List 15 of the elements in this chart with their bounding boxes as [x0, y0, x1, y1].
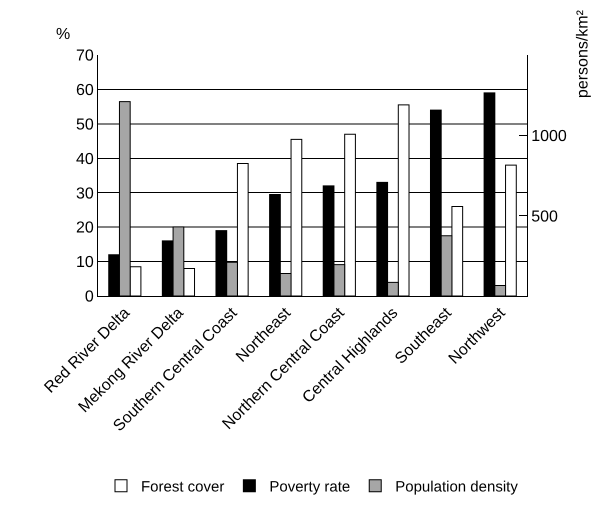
y-tick-label: 60: [76, 82, 94, 100]
y-tick-label: 10: [76, 254, 94, 272]
y-axis-title: %: [56, 26, 70, 43]
y-tick-label: 50: [76, 116, 94, 134]
legend-label: Forest cover: [141, 478, 224, 496]
legend-label: Poverty rate: [269, 478, 350, 496]
y2-tick-label: 500: [531, 208, 558, 226]
y2-tick-label: 1000: [531, 128, 567, 145]
legend-label: Population density: [395, 478, 518, 496]
y-tick-label: 0: [84, 288, 94, 306]
y-tick-label: 40: [76, 150, 94, 168]
y-tick-label: 30: [76, 185, 94, 202]
y2-axis-title: persons/km²: [574, 9, 592, 98]
y-tick-label: 70: [76, 48, 94, 65]
y-tick-label: 20: [76, 220, 94, 237]
